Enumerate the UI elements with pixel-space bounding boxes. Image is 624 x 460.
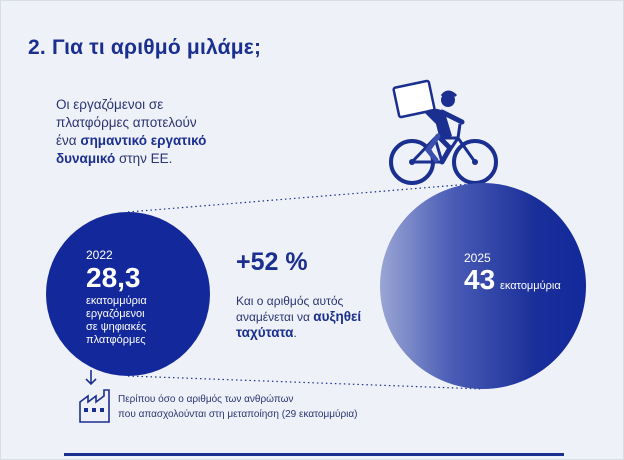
intro-line-3: ένα σημαντικό εργατικό (56, 132, 266, 150)
manufacturing-comparison-note: Περίπου όσο ο αριθμός των ανθρώπων που α… (118, 392, 358, 422)
intro-line-3-pre: ένα (56, 133, 81, 148)
workers-2022-label: εκατομμύρια εργαζόμενοι σε ψηφιακές πλατ… (86, 295, 147, 347)
page-title: 2. Για τι αριθμό μιλάμε; (28, 36, 262, 59)
growth-line-2-bold: αυξηθεί (313, 309, 362, 324)
bottom-divider (64, 453, 564, 456)
growth-line-3: ταχύτατα. (236, 325, 386, 341)
intro-line-4-bold: δυναμικό (56, 151, 116, 166)
intro-line-1: Οι εργαζόμενοι σε (56, 97, 164, 112)
workers-2022-line-4: πλατφόρμες (86, 334, 146, 346)
note-line-2: που απασχολούνται στη μεταποίηση (29 εκα… (118, 409, 358, 420)
growth-line-2: αναμένεται να αυξηθεί (236, 309, 386, 325)
intro-line-4: δυναμικό στην ΕΕ. (56, 150, 266, 168)
year-2025: 2025 (464, 251, 491, 265)
growth-text: Και ο αριθμός αυτός αναμένεται να αυξηθε… (236, 293, 386, 341)
growth-line-3-bold: ταχύτατα (236, 325, 294, 340)
circle-2025 (380, 183, 586, 389)
delivery-cyclist-icon (389, 79, 498, 185)
workers-2025-unit: εκατομμύρια (500, 280, 561, 292)
intro-line-4-post: στην ΕΕ. (115, 151, 173, 166)
intro-text: Οι εργαζόμενοι σε πλατφόρμες αποτελούν έ… (56, 96, 266, 168)
workers-2022-line-3: σε ψηφιακές (86, 321, 147, 333)
workers-2022-line-1: εκατομμύρια (86, 295, 147, 307)
workers-2022-value: 28,3 (86, 262, 141, 293)
growth-percent: +52 % (236, 248, 308, 276)
year-2022: 2022 (86, 248, 113, 262)
factory-icon (79, 370, 110, 423)
workers-2025-value: 43 (464, 264, 496, 295)
growth-line-3-post: . (293, 326, 297, 340)
growth-line-1: Και ο αριθμός αυτός (236, 294, 344, 308)
circle-2022 (46, 212, 210, 376)
intro-line-3-bold: σημαντικό εργατικό (80, 133, 207, 148)
note-line-1: Περίπου όσο ο αριθμός των ανθρώπων (118, 394, 294, 405)
growth-line-2-pre: αναμένεται να (236, 310, 314, 324)
intro-line-2: πλατφόρμες αποτελούν (56, 115, 197, 130)
workers-2022-line-2: εργαζόμενοι (86, 308, 145, 320)
